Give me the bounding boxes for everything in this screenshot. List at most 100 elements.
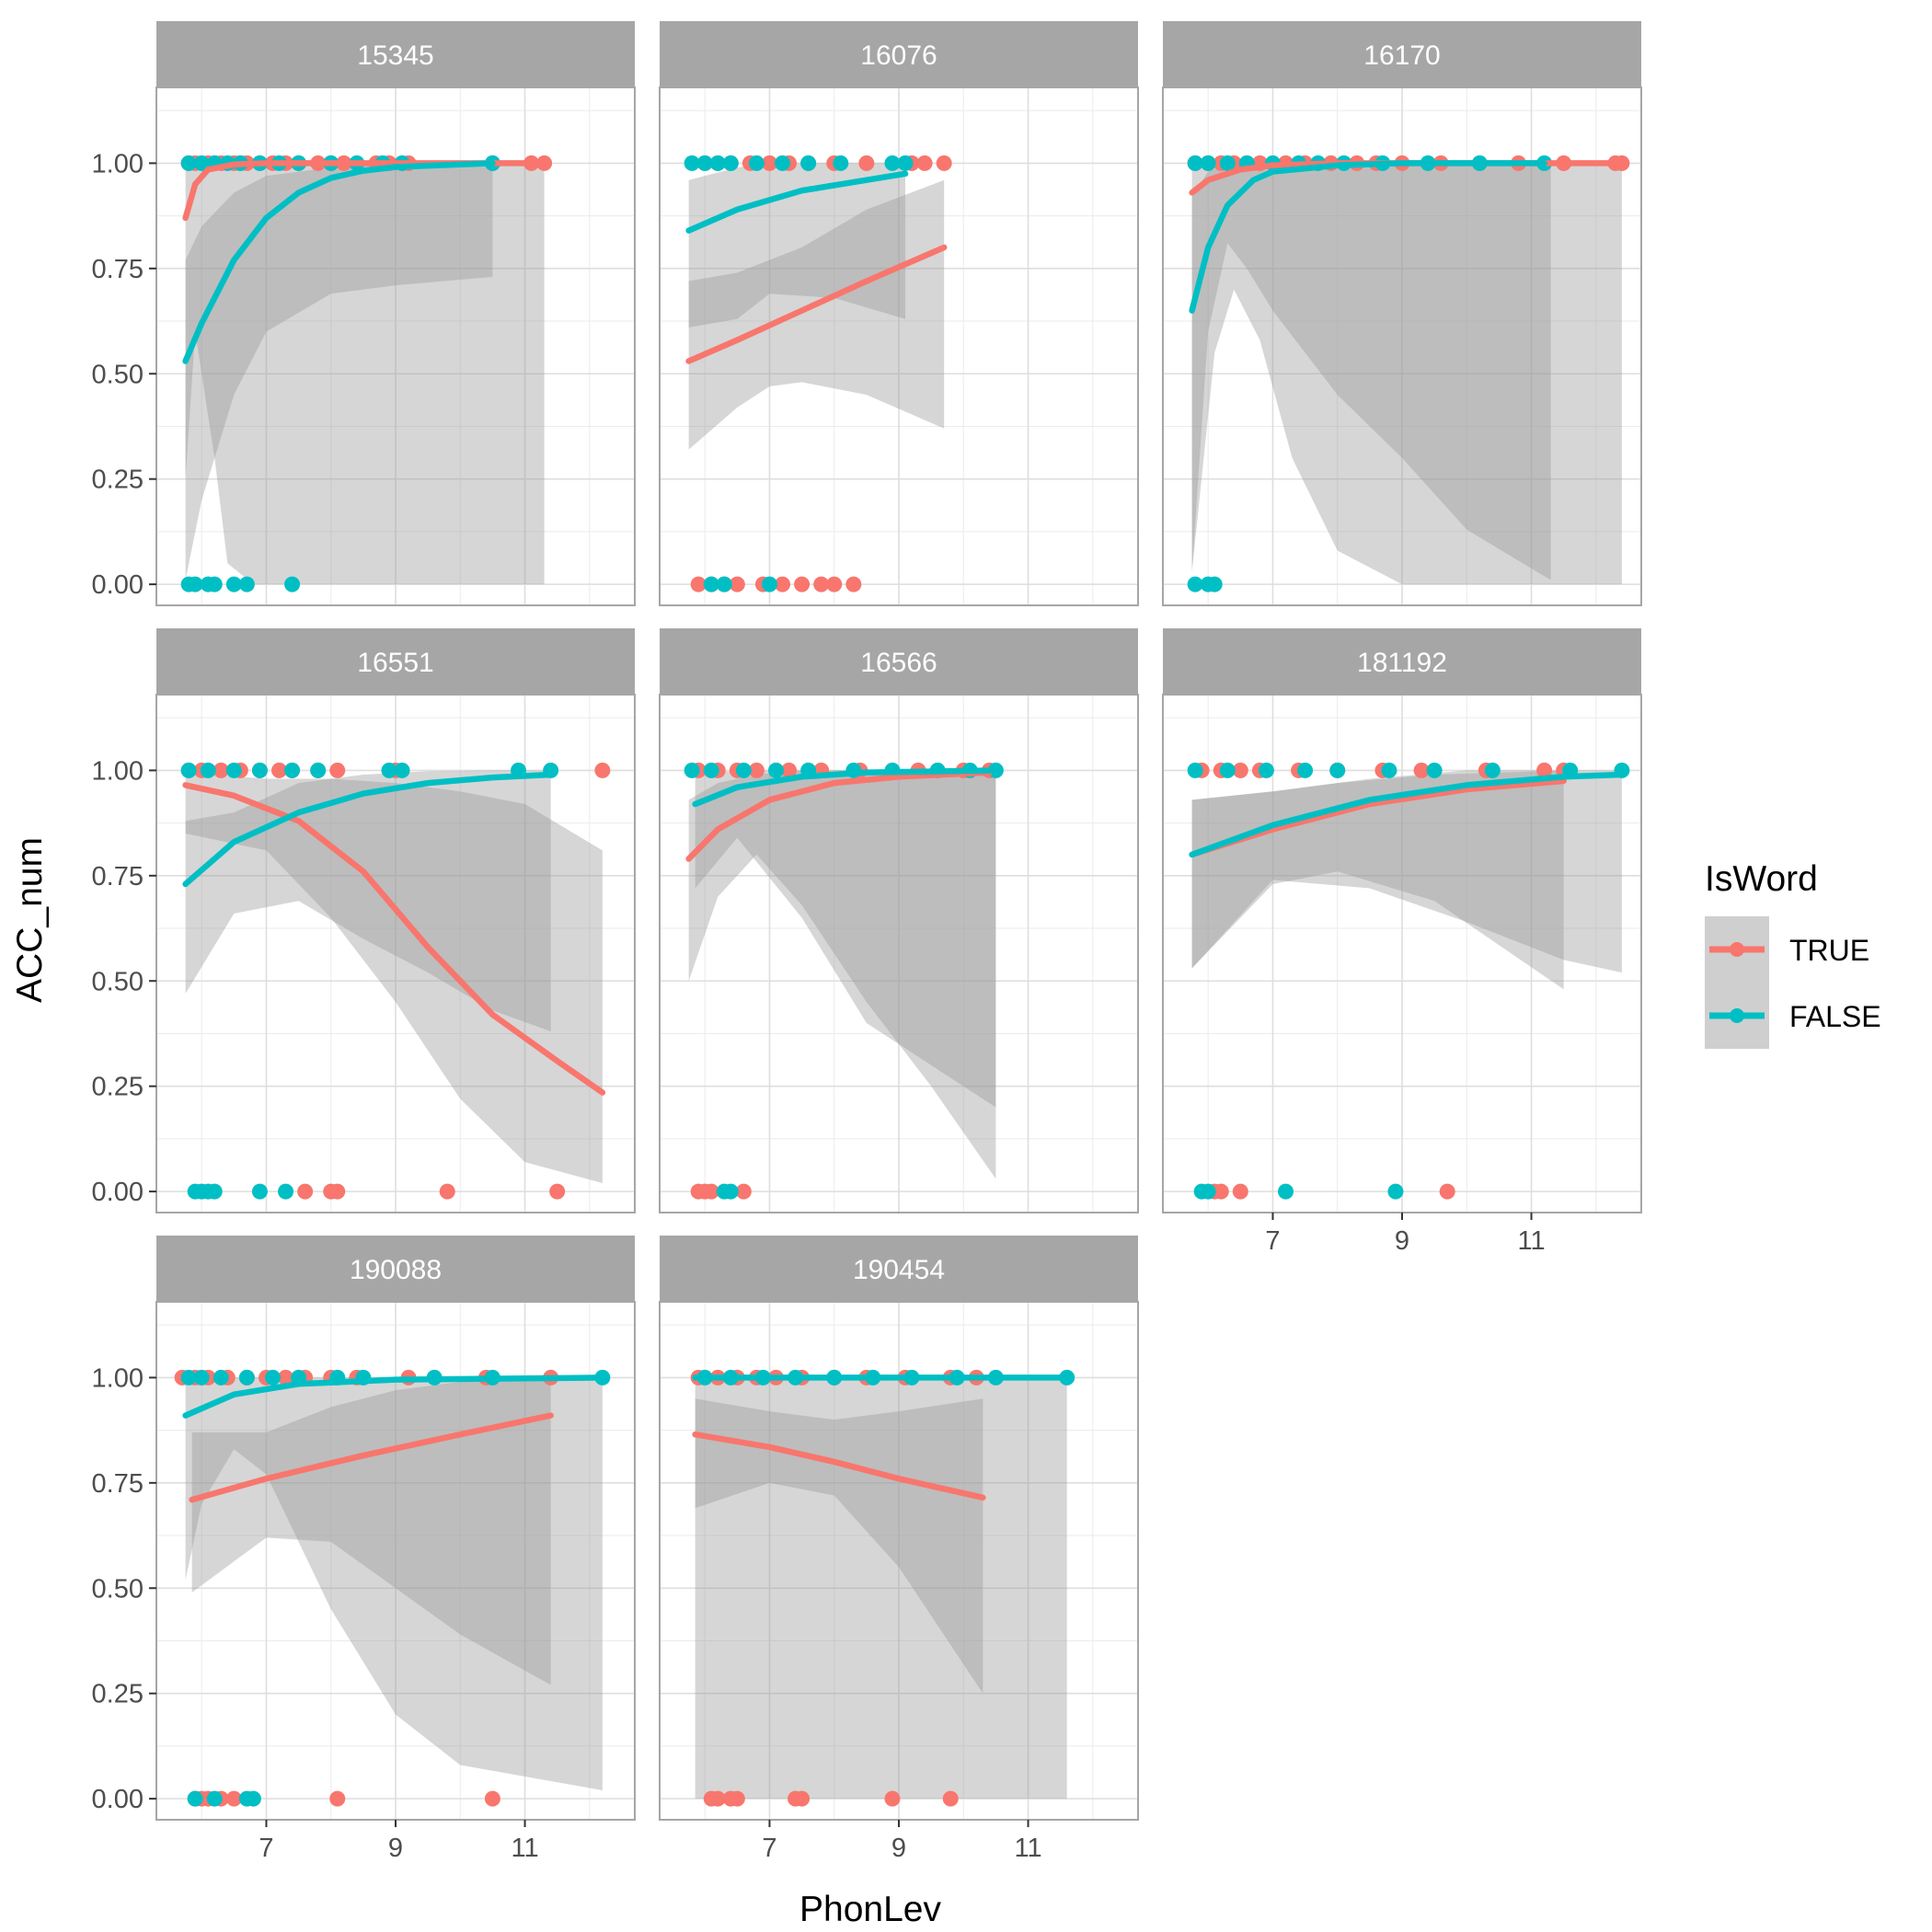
panel-border	[155, 86, 636, 606]
data-point-false	[238, 1369, 255, 1386]
facet-panels: 15345 0.00 0.25 0.50 0.75 1.00 16076 16170 16551…	[92, 21, 1642, 1863]
data-point-false	[1484, 762, 1501, 778]
data-point-false	[703, 762, 719, 778]
data-point-false	[684, 762, 700, 778]
data-point-false	[1187, 155, 1203, 171]
data-point-true	[775, 576, 791, 592]
facet-strip-label: 190088	[350, 1255, 442, 1285]
panel-border	[659, 694, 1139, 1213]
y-axis-title: ACC_num	[10, 837, 50, 1003]
data-point-false	[1200, 1183, 1216, 1200]
data-point-false	[1329, 762, 1346, 778]
data-point-false	[193, 155, 210, 171]
data-point-true	[329, 1183, 346, 1200]
data-point-false	[381, 762, 397, 778]
facet-strip	[156, 21, 635, 87]
data-point-false	[310, 762, 327, 778]
data-point-true	[1232, 1183, 1248, 1200]
data-point-true	[826, 576, 843, 592]
x-tick-label: 9	[891, 1834, 906, 1863]
data-point-false	[264, 1369, 281, 1386]
facet-strip-label: 16566	[860, 648, 937, 678]
facet-strip	[1163, 21, 1641, 87]
data-point-true	[884, 1790, 901, 1807]
x-tick-label: 7	[259, 1834, 273, 1863]
fit-curve-true	[182, 782, 606, 1096]
fit-curve-true	[189, 1412, 554, 1503]
data-point-false	[722, 155, 739, 171]
data-point-false	[206, 1183, 223, 1200]
facet-panel-190088: 190088 0.00 0.25 0.50 0.75 1.00 7 9 11	[92, 1236, 636, 1863]
x-tick-label: 7	[1265, 1226, 1280, 1256]
data-point-true	[1213, 1183, 1229, 1200]
data-point-false	[206, 576, 223, 592]
facet-strip-label: 16551	[357, 648, 433, 678]
confidence-ribbon-true	[191, 1377, 551, 1685]
legend-key-true-point	[1730, 942, 1744, 957]
data-point-true	[703, 1183, 719, 1200]
fit-curve-false	[1189, 160, 1547, 314]
fit-curve-false	[692, 767, 999, 808]
data-point-false	[180, 155, 197, 171]
data-point-true	[709, 1790, 726, 1807]
fit-curve-true	[692, 1431, 986, 1501]
facet-strip-label: 190454	[853, 1255, 945, 1285]
data-point-false	[696, 155, 713, 171]
y-tick-label: 0.50	[92, 1574, 144, 1604]
x-tick-label: 11	[1517, 1226, 1545, 1256]
panel-border	[659, 86, 1139, 606]
data-point-true	[297, 1183, 314, 1200]
data-point-true	[794, 576, 811, 592]
confidence-ribbon-false	[185, 163, 493, 581]
x-tick-label: 11	[1014, 1834, 1041, 1863]
data-point-false	[1187, 762, 1203, 778]
data-point-false	[394, 762, 410, 778]
y-tick-label: 0.75	[92, 255, 144, 284]
data-point-false	[1219, 762, 1236, 778]
data-point-true	[729, 1790, 745, 1807]
data-point-false	[1387, 1183, 1404, 1200]
y-tick-label: 0.50	[92, 360, 144, 389]
data-point-true	[845, 576, 862, 592]
confidence-ribbon-true	[688, 770, 996, 1179]
facet-panel-16170: 16170	[1162, 21, 1642, 606]
confidence-ribbon-false	[695, 770, 996, 1108]
data-point-false	[180, 1369, 197, 1386]
legend: IsWord TRUE FALSE	[1705, 859, 1881, 1049]
confidence-ribbon-true	[688, 179, 945, 450]
data-point-false	[775, 155, 791, 171]
data-point-false	[709, 155, 726, 171]
data-point-false	[800, 155, 817, 171]
data-point-false	[238, 576, 255, 592]
panel-border	[1162, 86, 1642, 606]
data-point-false	[284, 762, 301, 778]
y-tick-label: 1.00	[92, 1363, 144, 1393]
data-point-false	[187, 1790, 203, 1807]
data-point-false	[1297, 762, 1314, 778]
data-point-false	[284, 576, 301, 592]
y-tick-label: 1.00	[92, 756, 144, 786]
y-tick-label: 0.00	[92, 1178, 144, 1207]
data-point-false	[1426, 762, 1443, 778]
data-point-false	[884, 155, 901, 171]
data-point-true	[813, 576, 830, 592]
data-point-true	[942, 1790, 959, 1807]
data-point-false	[1200, 155, 1216, 171]
data-point-true	[1536, 762, 1553, 778]
confidence-ribbon-true	[1191, 163, 1622, 585]
facet-panel-15345: 15345 0.00 0.25 0.50 0.75 1.00	[92, 21, 636, 606]
data-point-false	[245, 1790, 261, 1807]
data-point-true	[225, 1790, 242, 1807]
data-point-false	[225, 576, 242, 592]
facet-strip-label: 16170	[1363, 40, 1440, 71]
data-point-true	[278, 1369, 294, 1386]
fit-curve-true	[685, 769, 993, 862]
x-tick-label: 11	[511, 1834, 538, 1863]
legend-label-true: TRUE	[1789, 934, 1869, 967]
data-point-true	[748, 762, 765, 778]
y-tick-label: 0.75	[92, 1469, 144, 1499]
data-point-true	[916, 155, 933, 171]
x-tick-label: 9	[1395, 1226, 1409, 1256]
fit-curve-false	[182, 1374, 606, 1419]
data-point-true	[484, 1790, 500, 1807]
